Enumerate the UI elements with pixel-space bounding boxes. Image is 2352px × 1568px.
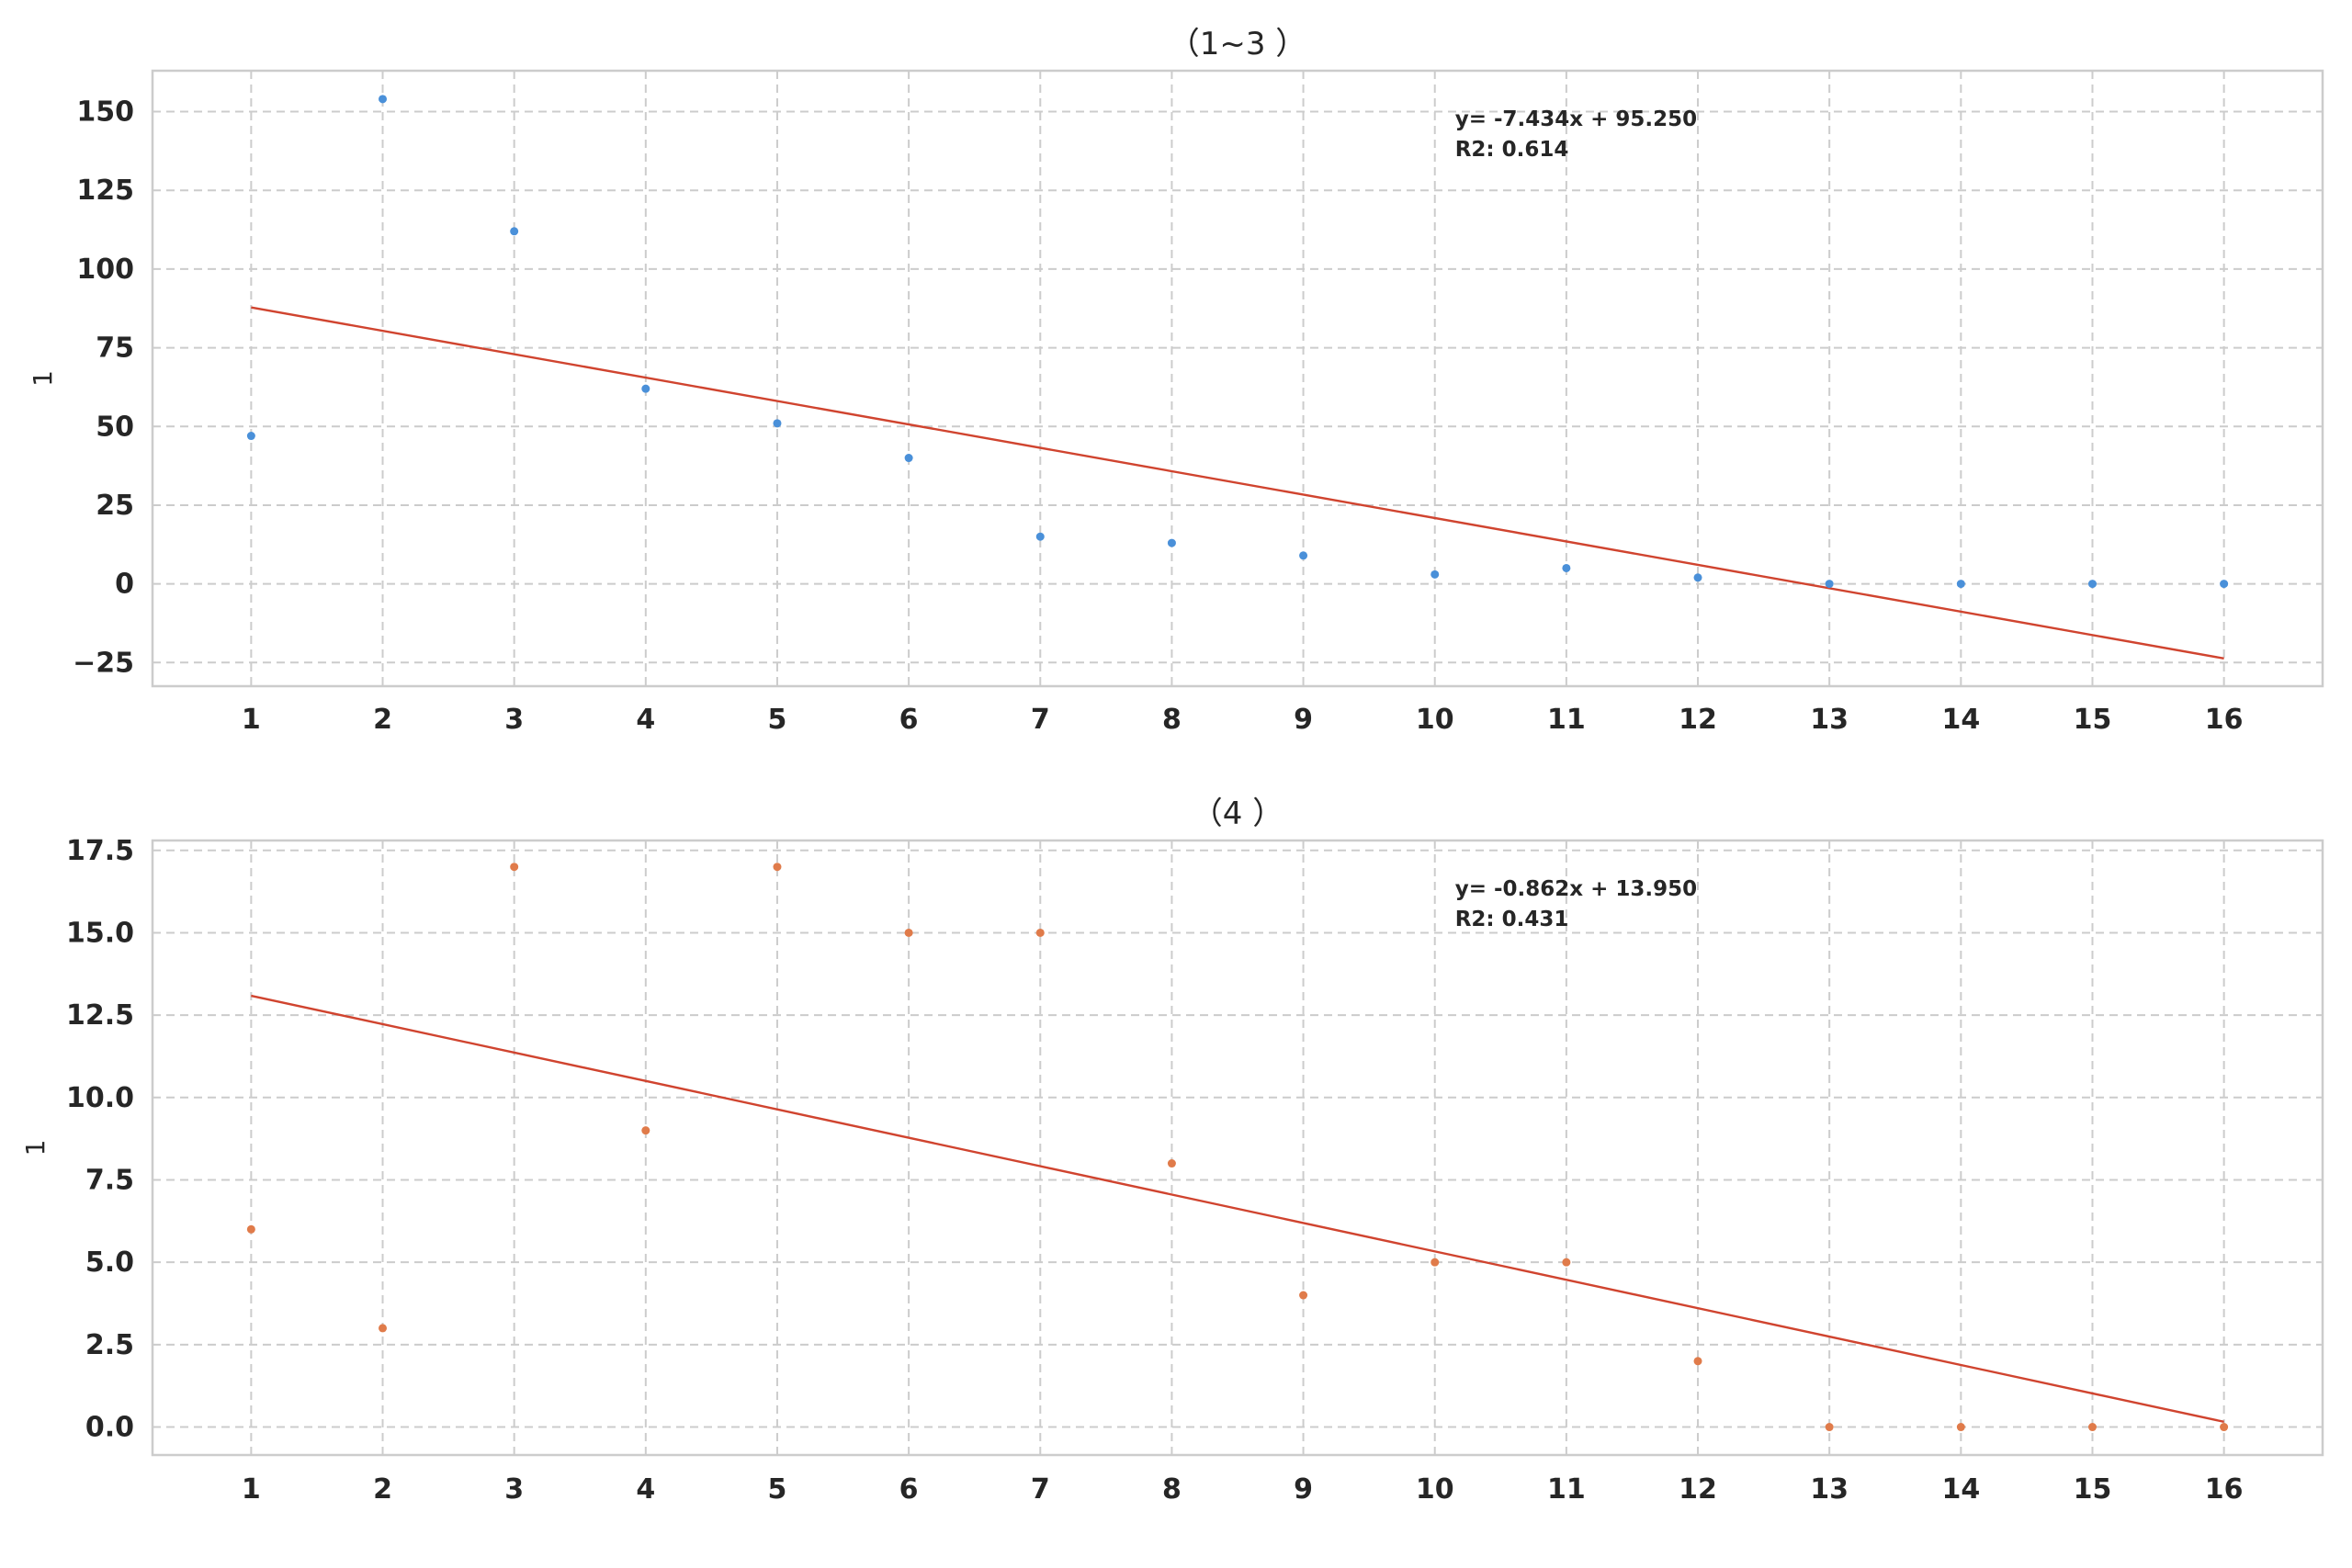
data-point xyxy=(1562,1258,1571,1267)
data-point xyxy=(1167,1159,1176,1168)
x-tick-label: 3 xyxy=(504,704,524,736)
data-point xyxy=(2087,1423,2097,1432)
y-axis-label: 1 xyxy=(28,370,58,387)
y-tick-label: 15.0 xyxy=(66,917,134,949)
y-axis-label: 1 xyxy=(20,1140,51,1156)
data-point xyxy=(379,1324,388,1333)
x-tick-label: 14 xyxy=(1941,704,1980,736)
data-point xyxy=(1693,573,1702,582)
data-point xyxy=(2220,1423,2229,1432)
x-tick-label: 4 xyxy=(636,1473,655,1506)
y-tick-label: 0 xyxy=(115,569,134,601)
data-point xyxy=(773,863,782,872)
y-tick-label: 100 xyxy=(76,254,134,286)
plot-area xyxy=(151,839,2324,1457)
y-tick-label: 50 xyxy=(96,411,134,443)
y-tick-label: 75 xyxy=(96,333,134,365)
data-point xyxy=(1825,580,1834,589)
y-tick-label: 25 xyxy=(96,490,134,522)
y-tick-label: 150 xyxy=(76,96,134,129)
data-point xyxy=(510,227,519,236)
data-point xyxy=(2220,580,2229,589)
x-tick-label: 10 xyxy=(1416,1473,1454,1506)
chart-top: 1 2 3 4 5 6 7 8 9 10 11 12 13 14 15 16−2502550751001251… xyxy=(28,26,2324,736)
r-squared: R2: 0.431 xyxy=(1455,908,1569,931)
x-tick-label: 11 xyxy=(1547,704,1586,736)
x-tick-label: 9 xyxy=(1294,1473,1313,1506)
data-point xyxy=(2087,580,2097,589)
plot-area xyxy=(151,69,2324,688)
x-tick-label: 11 xyxy=(1547,1473,1586,1506)
x-tick-label: 5 xyxy=(768,704,787,736)
x-tick-label: 13 xyxy=(1810,704,1849,736)
data-point xyxy=(246,432,255,441)
data-point xyxy=(510,863,519,872)
regression-line xyxy=(251,994,2224,1424)
data-point xyxy=(1693,1357,1702,1366)
x-tick-label: 1 xyxy=(242,1473,261,1506)
y-tick-label: 17.5 xyxy=(66,835,134,867)
x-tick-label: 8 xyxy=(1162,1473,1182,1506)
x-tick-label: 16 xyxy=(2205,704,2244,736)
x-tick-label: 7 xyxy=(1031,704,1050,736)
data-point xyxy=(1430,1258,1440,1267)
y-tick-label: 10.0 xyxy=(66,1082,134,1114)
y-tick-label: 2.5 xyxy=(85,1329,134,1361)
data-point xyxy=(1562,563,1571,572)
x-tick-label: 14 xyxy=(1941,1473,1980,1506)
x-tick-label: 15 xyxy=(2074,704,2112,736)
chart-bottom: 1 2 3 4 5 6 7 8 9 10 11 12 13 14 15 160.02.55.07.510.01… xyxy=(20,795,2324,1506)
data-point xyxy=(1167,538,1176,547)
chart-title: （4 ） xyxy=(1192,795,1283,832)
y-tick-label: 7.5 xyxy=(85,1164,134,1196)
fit-equation: y= -7.434x + 95.250 xyxy=(1455,107,1697,131)
x-tick-label: 12 xyxy=(1679,704,1717,736)
fit-equation: y= -0.862x + 13.950 xyxy=(1455,877,1697,901)
regression-line xyxy=(251,306,2224,660)
x-tick-label: 6 xyxy=(899,1473,919,1506)
x-tick-label: 13 xyxy=(1810,1473,1849,1506)
x-tick-label: 2 xyxy=(373,704,392,736)
data-point xyxy=(904,928,913,937)
x-tick-label: 8 xyxy=(1162,704,1182,736)
data-point xyxy=(379,95,388,104)
data-point xyxy=(1956,1423,1965,1432)
x-tick-label: 4 xyxy=(636,704,655,736)
y-tick-label: −25 xyxy=(73,647,134,679)
data-point xyxy=(1035,532,1045,541)
data-point xyxy=(773,419,782,428)
data-point xyxy=(641,384,650,393)
data-point xyxy=(246,1224,255,1234)
y-tick-label: 125 xyxy=(76,175,134,207)
data-point xyxy=(641,1126,650,1135)
chart-title: （1~3 ） xyxy=(1169,26,1307,62)
data-point xyxy=(1299,1291,1308,1300)
x-tick-label: 10 xyxy=(1416,704,1454,736)
data-point xyxy=(1825,1423,1834,1432)
x-tick-label: 7 xyxy=(1031,1473,1050,1506)
x-tick-label: 12 xyxy=(1679,1473,1717,1506)
y-tick-label: 0.0 xyxy=(85,1412,134,1444)
data-point xyxy=(1430,570,1440,579)
x-tick-label: 15 xyxy=(2074,1473,2112,1506)
data-point xyxy=(1035,928,1045,937)
x-tick-label: 16 xyxy=(2205,1473,2244,1506)
y-tick-label: 12.5 xyxy=(66,999,134,1032)
data-point xyxy=(904,454,913,463)
data-point xyxy=(1299,551,1308,560)
x-tick-label: 6 xyxy=(899,704,919,736)
x-tick-label: 1 xyxy=(242,704,261,736)
r-squared: R2: 0.614 xyxy=(1455,138,1569,162)
x-tick-label: 5 xyxy=(768,1473,787,1506)
x-tick-label: 3 xyxy=(504,1473,524,1506)
data-point xyxy=(1956,580,1965,589)
y-tick-label: 5.0 xyxy=(85,1247,134,1279)
x-tick-label: 2 xyxy=(373,1473,392,1506)
x-tick-label: 9 xyxy=(1294,704,1313,736)
